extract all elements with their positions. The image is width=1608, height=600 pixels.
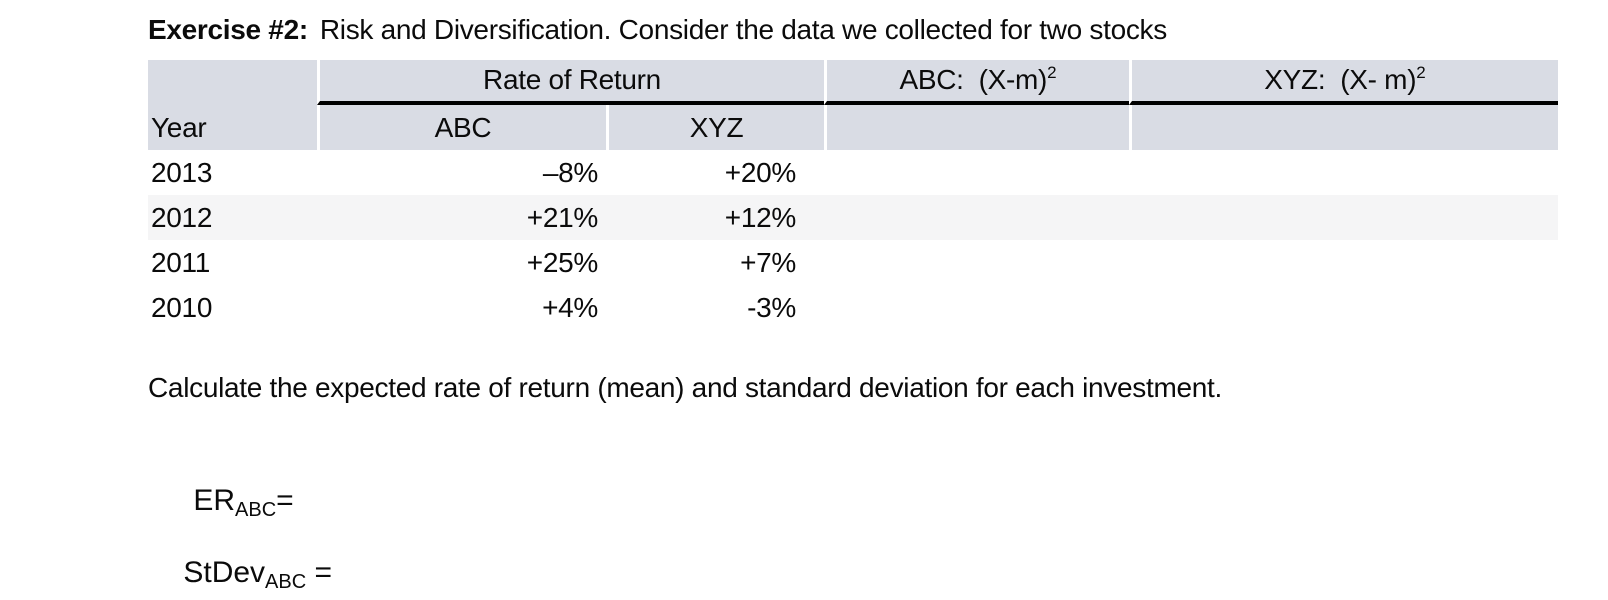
- cell-xyz-squared-empty: [1129, 195, 1558, 240]
- cell-abc-squared-empty: [824, 150, 1129, 195]
- formula-stdev-abc: StDevABC =: [150, 522, 332, 600]
- header-corner-cell: [148, 60, 317, 105]
- cell-abc-squared-empty: [824, 285, 1129, 330]
- formula-er-abc: ERABC=: [160, 450, 294, 556]
- table-row: 2013 –8% +20%: [148, 150, 1558, 195]
- cell-abc-return: –8%: [542, 157, 598, 188]
- column-header-xyz: XYZ: [606, 105, 824, 150]
- cell-abc-squared-empty: [824, 240, 1129, 285]
- cell-abc-return: +25%: [526, 247, 599, 278]
- cell-xyz-squared-empty: [1129, 285, 1558, 330]
- column-header-abc: ABC: [317, 105, 606, 150]
- exercise-title-label: Exercise #2:: [148, 14, 308, 45]
- cell-abc-return: +21%: [526, 202, 599, 233]
- formula-equals: =: [276, 484, 294, 517]
- returns-table: Rate of Return ABC: (X-m)2 XYZ: (X- m)2 …: [148, 60, 1558, 330]
- formula-base: StDev: [183, 556, 266, 589]
- table-row: 2010 +4% -3%: [148, 285, 1558, 330]
- cell-xyz-return: +12%: [724, 202, 797, 233]
- cell-year: 2013: [151, 157, 213, 188]
- exercise-title: Exercise #2: Risk and Diversification. Co…: [148, 14, 1167, 46]
- cell-year: 2011: [151, 247, 211, 278]
- cell-abc-squared-empty: [824, 195, 1129, 240]
- column-header-year: Year: [148, 105, 317, 150]
- formula-subscript: ABC: [235, 499, 277, 521]
- table-row: 2012 +21% +12%: [148, 195, 1558, 240]
- cell-xyz-return: +20%: [724, 157, 797, 188]
- cell-year: 2010: [151, 292, 213, 323]
- table-header-row-columns: Year ABC XYZ: [148, 105, 1558, 150]
- column-header-blank-abc-sq: [824, 105, 1129, 150]
- header-abc-squared: ABC: (X-m)2: [824, 60, 1129, 105]
- exercise-title-text: Risk and Diversification. Consider the d…: [319, 14, 1167, 45]
- superscript-2: 2: [1047, 63, 1057, 82]
- superscript-2: 2: [1416, 63, 1426, 82]
- header-xyz-squared-text: XYZ: (X- m)2: [1264, 63, 1426, 95]
- instruction-text: Calculate the expected rate of return (m…: [148, 372, 1223, 403]
- cell-abc-return: +4%: [542, 292, 598, 323]
- table-row: 2011 +25% +7%: [148, 240, 1558, 285]
- cell-year: 2012: [151, 202, 213, 233]
- header-xyz-squared: XYZ: (X- m)2: [1129, 60, 1558, 105]
- cell-xyz-squared-empty: [1129, 240, 1558, 285]
- table-header-row-group: Rate of Return ABC: (X-m)2 XYZ: (X- m)2: [148, 60, 1558, 105]
- formula-base: ER: [193, 484, 236, 517]
- cell-xyz-squared-empty: [1129, 150, 1558, 195]
- cell-xyz-return: -3%: [747, 292, 796, 323]
- header-rate-of-return: Rate of Return: [317, 60, 824, 105]
- header-abc-squared-text: ABC: (X-m)2: [899, 63, 1057, 95]
- formula-equals: =: [306, 556, 333, 589]
- formula-subscript: ABC: [265, 571, 307, 593]
- cell-xyz-return: +7%: [740, 247, 796, 278]
- column-header-blank-xyz-sq: [1129, 105, 1558, 150]
